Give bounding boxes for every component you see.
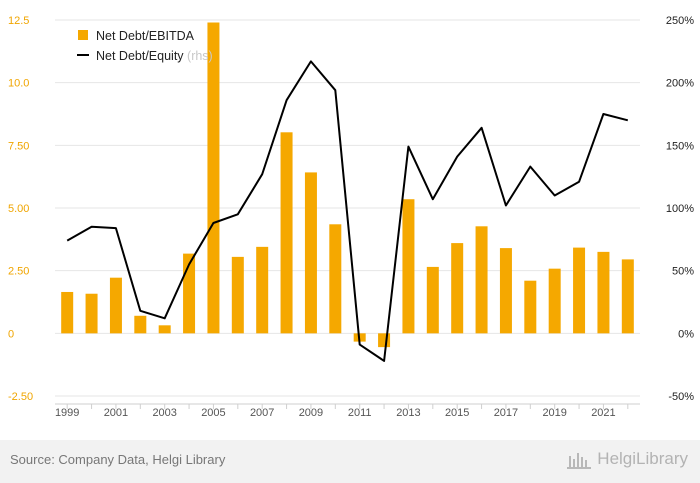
bar (158, 325, 171, 334)
right-axis: 250% 200% 150% 100% 50% 0% -50% (666, 15, 694, 403)
bar (207, 22, 220, 334)
line-series (66, 60, 629, 362)
left-tick-label: 5.00 (8, 203, 29, 215)
left-axis: 12.5 10.0 7.50 5.00 2.50 0 -2.50 (8, 15, 33, 403)
legend-bar-swatch (78, 30, 88, 40)
right-tick-label: 150% (666, 140, 694, 152)
bar (85, 293, 98, 334)
legend-line-name: Net Debt/Equity (96, 49, 184, 63)
x-tick-label: 2013 (396, 407, 420, 419)
footer: Source: Company Data, Helgi Library Helg… (0, 440, 700, 483)
right-tick-label: 50% (672, 266, 694, 278)
bar (451, 243, 464, 334)
bar (231, 256, 244, 334)
bar (256, 246, 269, 334)
brand-logo: HelgiLibrary (566, 448, 688, 470)
x-tick-label: 2019 (542, 407, 566, 419)
bar (329, 224, 342, 334)
x-tick-label: 2011 (348, 407, 372, 419)
bar (621, 259, 634, 334)
legend-bar-label: Net Debt/EBITDA (96, 29, 195, 43)
net-debt-equity-line (66, 60, 629, 362)
right-tick-label: -50% (668, 391, 694, 403)
bar (378, 333, 391, 348)
x-axis: 1999 2001 2003 2005 2007 2009 2011 2013 2015 2017… (55, 403, 640, 419)
bar (109, 277, 122, 334)
bar (304, 172, 317, 334)
legend: Net Debt/EBITDA Net Debt/Equity (rhs) (77, 29, 213, 63)
left-tick-label: 12.5 (8, 15, 29, 27)
bar (524, 280, 537, 334)
left-tick-label: 7.50 (8, 140, 29, 152)
right-tick-label: 250% (666, 15, 694, 27)
chart: 12.5 10.0 7.50 5.00 2.50 0 -2.50 250% 200% 150% 1… (8, 15, 694, 419)
bar (499, 248, 512, 334)
left-tick-label: -2.50 (8, 391, 33, 403)
bar (183, 253, 196, 334)
x-tick-label: 2015 (445, 407, 469, 419)
bar (426, 266, 439, 334)
x-tick-label: 2001 (104, 407, 128, 419)
brand-name: HelgiLibrary (597, 449, 688, 468)
x-tick-label: 2009 (299, 407, 323, 419)
bar (597, 251, 610, 334)
x-tick-label: 2021 (591, 407, 615, 419)
left-tick-label: 0 (8, 328, 14, 340)
x-tick-label: 2007 (250, 407, 274, 419)
bar (402, 199, 415, 334)
right-tick-label: 0% (678, 328, 694, 340)
library-icon (567, 453, 592, 469)
source-text: Source: Company Data, Helgi Library (10, 452, 226, 467)
gridlines (55, 19, 640, 397)
bar (61, 291, 74, 334)
left-tick-label: 10.0 (8, 78, 29, 90)
x-tick-label: 1999 (55, 407, 79, 419)
legend-line-label: Net Debt/Equity (rhs) (96, 49, 213, 63)
bar (475, 226, 488, 334)
bar-series (61, 22, 634, 348)
right-tick-label: 100% (666, 203, 694, 215)
bar (134, 315, 147, 334)
bar (573, 247, 586, 334)
x-tick-label: 2005 (201, 407, 225, 419)
right-tick-label: 200% (666, 78, 694, 90)
bar (280, 132, 293, 334)
x-tick-label: 2017 (494, 407, 518, 419)
left-tick-label: 2.50 (8, 266, 29, 278)
legend-line-suffix: (rhs) (187, 49, 213, 63)
bar (548, 268, 561, 334)
x-tick-label: 2003 (152, 407, 176, 419)
